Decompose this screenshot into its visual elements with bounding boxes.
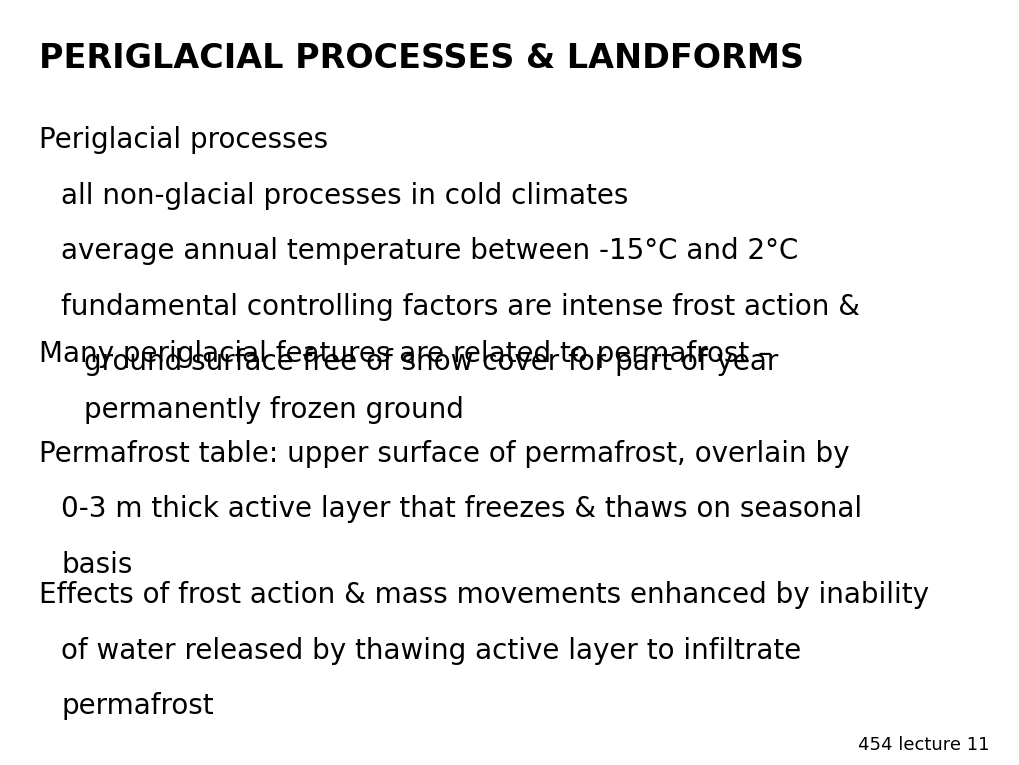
Text: Permafrost table: upper surface of permafrost, overlain by: Permafrost table: upper surface of perma… [39,440,849,468]
Text: Many periglacial features are related to permafrost –: Many periglacial features are related to… [39,340,771,369]
Text: Periglacial processes: Periglacial processes [39,126,327,155]
Text: permanently frozen ground: permanently frozen ground [84,396,463,424]
Text: PERIGLACIAL PROCESSES & LANDFORMS: PERIGLACIAL PROCESSES & LANDFORMS [39,42,803,75]
Text: fundamental controlling factors are intense frost action &: fundamental controlling factors are inte… [61,293,859,321]
Text: permafrost: permafrost [61,692,214,721]
Text: all non-glacial processes in cold climates: all non-glacial processes in cold climat… [61,182,628,210]
Text: 0-3 m thick active layer that freezes & thaws on seasonal: 0-3 m thick active layer that freezes & … [61,496,861,523]
Text: Effects of frost action & mass movements enhanced by inability: Effects of frost action & mass movements… [39,581,928,610]
Text: ground surface free of snow cover for part of year: ground surface free of snow cover for pa… [84,348,777,376]
Text: of water released by thawing active layer to infiltrate: of water released by thawing active laye… [61,636,801,665]
Text: basis: basis [61,551,132,579]
Text: 454 lecture 11: 454 lecture 11 [857,735,988,754]
Text: average annual temperature between -15°C and 2°C: average annual temperature between -15°C… [61,237,798,265]
